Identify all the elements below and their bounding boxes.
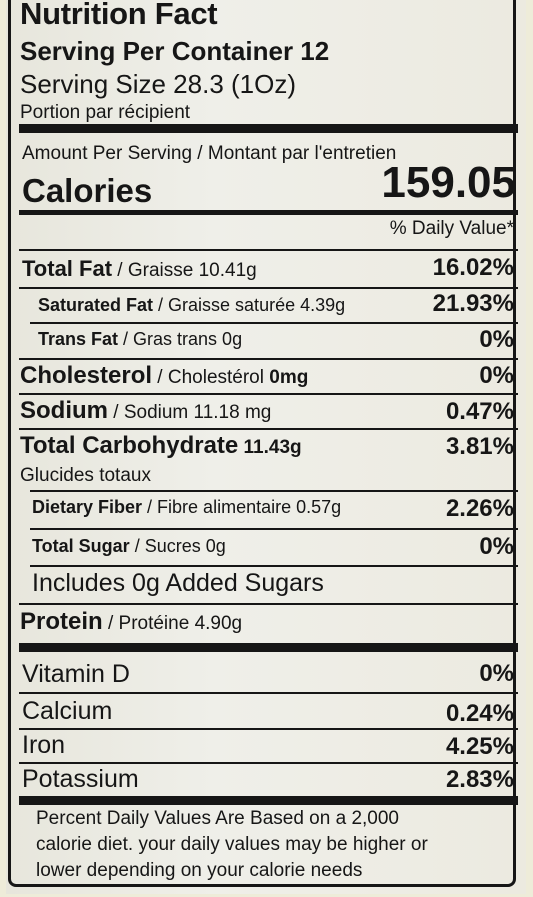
divider [19,796,518,805]
vitamin-percent: 0.24% [445,700,514,727]
nutrient-name: Dietary Fiber [32,497,143,517]
nutrient-name: Sodium [20,397,108,424]
nutrient-name: Total Fat [22,256,113,281]
vitamin-name: Potassium [22,765,139,793]
nutrient-name: Protein [20,608,103,635]
nutrient-row-sodium: Sodium / Sodium 11.18 mg [20,397,271,425]
added-sugars-row: Includes 0g Added Sugars [32,569,324,597]
amount-per-serving: Amount Per Serving / Montant par l'entre… [22,143,397,164]
vitamin-name: Calcium [22,697,113,725]
divider [19,249,518,251]
serving-size: Serving Size 28.3 (1Oz) [20,69,297,99]
nutrient-percent: 21.93% [432,290,514,317]
nutrient-percent: 0% [479,533,514,560]
vitamin-percent: 2.83% [445,766,514,793]
nutrient-percent: 2.26% [445,495,514,522]
vitamin-percent: 4.25% [445,733,514,760]
nutrient-amount: 0mg [269,367,309,388]
nutrient-name: Saturated Fat [38,295,154,315]
divider [19,393,518,395]
footnote: Percent Daily Values Are Based on a 2,00… [36,806,476,884]
footnote-line: Percent Daily Values Are Based on a 2,00… [36,808,399,829]
nutrient-detail: / Fibre alimentaire 0.57g [142,497,342,517]
nutrient-row-dietary-fiber: Dietary Fiber / Fibre alimentaire 0.57g [32,497,341,518]
calories-label: Calories [22,172,153,209]
nutrient-name: Trans Fat [38,329,119,349]
divider [30,528,518,530]
nutrient-row-saturated-fat: Saturated Fat / Graisse saturée 4.39g [38,295,345,316]
nutrient-percent: 16.02% [432,254,514,281]
servings-per-container: Serving Per Container 12 [20,36,330,66]
divider [19,287,518,289]
label-title: Nutrition Fact [20,0,218,31]
nutrient-detail: / Sodium 11.18 mg [108,402,272,423]
divider [19,210,518,215]
nutrient-detail: / Graisse saturée 4.39g [153,295,346,315]
divider [30,322,518,324]
nutrient-detail: 11.43g [238,437,302,458]
vitamin-percent: 0% [479,660,514,687]
daily-value-header: % Daily Value* [389,218,514,239]
footnote-line: lower depending on your calorie needs [36,860,363,881]
divider [19,692,518,694]
nutrient-detail: / Gras trans 0g [118,329,243,349]
nutrient-row-total-carbohydrate: Total Carbohydrate 11.43g [20,432,302,460]
vitamin-name: Vitamin D [22,660,130,688]
nutrient-percent: 0% [479,326,514,353]
footnote-line: calorie diet. your daily values may be h… [36,834,428,855]
nutrient-row-cholesterol: Cholesterol / Cholestérol 0mg [20,362,308,390]
vitamin-name: Iron [22,731,66,759]
nutrient-name: Total Sugar [32,536,130,556]
nutrient-detail: / Sucres 0g [129,536,226,556]
nutrient-row-protein: Protein / Protéine 4.90g [20,608,242,636]
nutrient-row-total-fat: Total Fat / Graisse 10.41g [22,256,257,282]
divider [19,728,518,730]
nutrient-percent: 3.81% [445,433,514,460]
divider [19,358,518,360]
nutrient-detail: / Cholestérol [152,367,270,388]
calories-value: 159.05 [381,158,516,207]
divider [19,603,518,605]
nutrition-facts-label [8,0,516,887]
label-background [6,0,526,894]
nutrient-name: Total Carbohydrate [20,432,239,459]
divider [19,124,518,133]
divider [30,565,518,567]
divider [30,490,518,492]
nutrient-subname: Glucides totaux [20,465,151,486]
divider [19,643,518,652]
nutrient-detail: / Protéine 4.90g [102,613,243,634]
nutrient-detail: / Graisse 10.41g [112,260,257,281]
portion-french: Portion par récipient [20,102,191,123]
nutrient-name: Cholesterol [20,362,153,389]
nutrient-percent: 0% [479,362,514,389]
nutrient-row-total-sugar: Total Sugar / Sucres 0g [32,536,226,557]
nutrient-percent: 0.47% [445,398,514,425]
divider [19,428,518,430]
nutrient-row-trans-fat: Trans Fat / Gras trans 0g [38,329,242,350]
divider [19,762,518,764]
